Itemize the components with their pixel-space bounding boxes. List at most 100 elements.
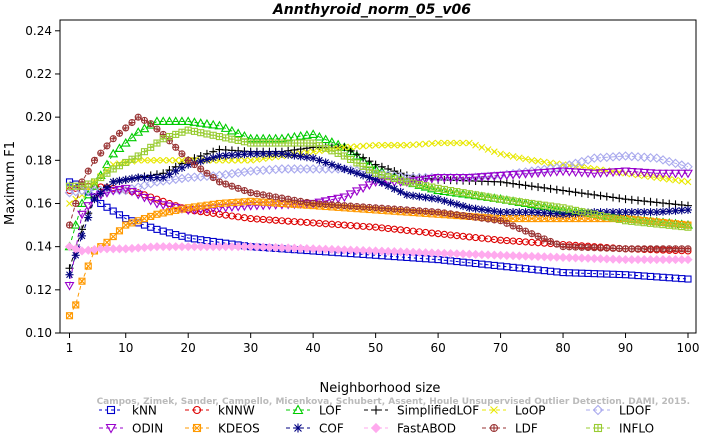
data-point — [222, 180, 230, 188]
data-point — [372, 141, 380, 149]
data-point — [595, 169, 606, 178]
data-point — [340, 164, 349, 173]
data-point — [639, 152, 650, 163]
data-point — [659, 245, 667, 253]
data-point — [158, 201, 169, 210]
data-point — [334, 201, 342, 209]
data-point — [339, 245, 349, 255]
data-point — [203, 130, 211, 138]
data-point — [103, 203, 111, 211]
data-point — [109, 233, 117, 241]
data-point — [334, 149, 342, 157]
legend-marker — [192, 405, 202, 415]
data-point — [241, 156, 248, 164]
data-point — [65, 270, 74, 279]
data-point — [501, 171, 512, 181]
data-point — [470, 173, 481, 183]
series-loop — [66, 139, 692, 207]
data-point — [297, 197, 305, 205]
data-point — [166, 156, 173, 164]
data-point — [478, 143, 486, 151]
data-point — [153, 125, 161, 133]
data-point — [84, 167, 92, 175]
data-point — [314, 164, 325, 174]
data-point — [422, 140, 429, 148]
data-point — [365, 203, 373, 211]
data-point — [464, 174, 475, 183]
data-point — [345, 190, 356, 200]
data-point — [477, 250, 487, 260]
data-point — [615, 169, 623, 176]
data-point — [159, 156, 167, 164]
data-point — [428, 208, 436, 216]
legend-item-knnw: kNNW — [185, 404, 255, 418]
data-point — [439, 186, 450, 195]
data-point — [440, 139, 448, 147]
data-point — [628, 245, 636, 253]
y-tick-label: 0.14 — [25, 240, 52, 254]
data-point — [658, 169, 668, 179]
data-point — [402, 247, 412, 257]
data-point — [571, 206, 580, 214]
data-point — [377, 246, 387, 256]
data-point — [471, 204, 480, 213]
data-point — [559, 186, 568, 195]
data-point — [134, 152, 142, 160]
data-point — [122, 221, 130, 229]
data-point — [372, 204, 380, 212]
data-point — [290, 151, 299, 160]
data-point — [214, 242, 225, 252]
data-point — [547, 159, 554, 167]
data-point — [476, 173, 487, 182]
data-point — [164, 242, 175, 252]
data-point — [564, 167, 575, 177]
data-point — [265, 199, 273, 207]
data-point — [215, 133, 223, 141]
legend-marker — [292, 404, 304, 415]
data-point — [458, 174, 469, 183]
data-point — [103, 169, 111, 177]
data-point — [683, 255, 693, 265]
data-point — [608, 168, 618, 178]
data-point — [258, 242, 268, 252]
data-point — [134, 173, 143, 182]
data-point — [97, 174, 105, 182]
data-point — [147, 223, 155, 231]
data-point — [484, 146, 492, 153]
data-point — [590, 244, 598, 252]
data-point — [633, 255, 643, 265]
data-point — [172, 156, 180, 164]
legend-label: KDEOS — [218, 422, 260, 434]
data-point — [64, 281, 75, 291]
data-point — [453, 211, 461, 219]
data-point — [247, 156, 255, 164]
data-point — [202, 155, 211, 164]
data-point — [415, 192, 424, 201]
data-point — [147, 156, 155, 164]
y-tick-label: 0.10 — [25, 326, 52, 340]
data-point — [140, 148, 149, 156]
data-point — [234, 184, 242, 192]
data-point — [153, 156, 161, 164]
data-point — [384, 141, 392, 149]
data-point — [66, 200, 73, 207]
data-point — [295, 131, 306, 140]
data-point — [390, 205, 398, 213]
data-point — [671, 245, 680, 253]
data-point — [115, 129, 124, 137]
x-axis-label: Neighborhood size — [320, 381, 441, 396]
data-point — [639, 168, 650, 178]
data-point — [347, 202, 355, 210]
data-point — [208, 204, 219, 214]
data-point — [490, 207, 499, 216]
data-point — [147, 143, 155, 151]
data-point — [421, 248, 431, 258]
data-point — [390, 141, 398, 149]
data-point — [128, 118, 136, 127]
data-point — [676, 169, 687, 179]
plot-area — [64, 113, 693, 320]
data-point — [97, 149, 105, 157]
data-point — [428, 140, 436, 147]
data-point — [234, 156, 242, 164]
data-point — [134, 113, 142, 121]
